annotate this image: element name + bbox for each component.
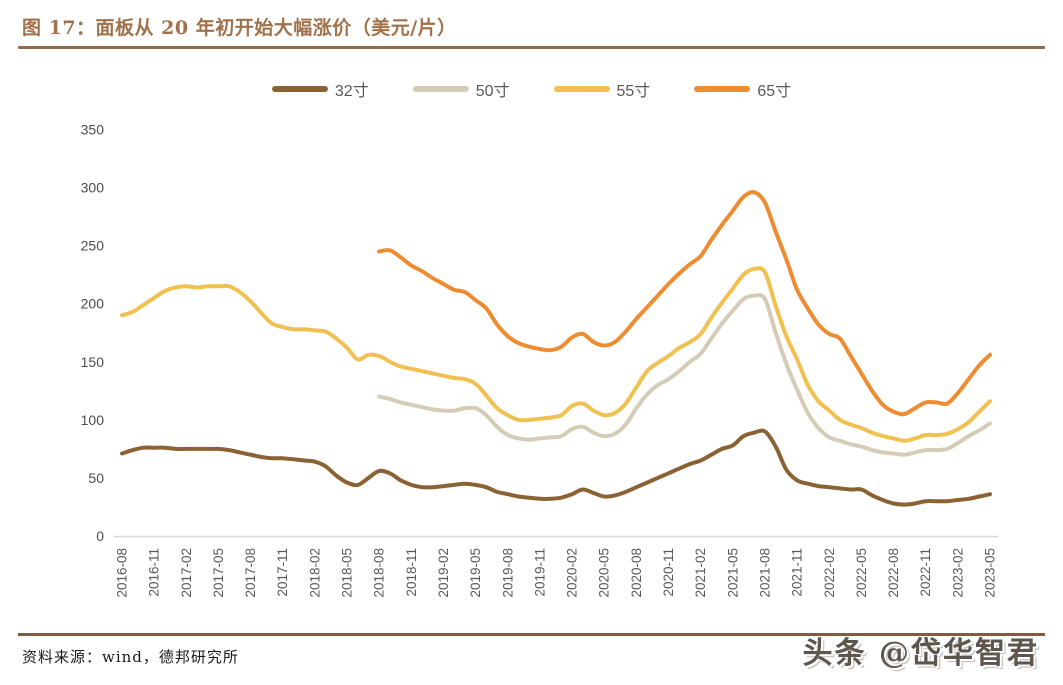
series-line-2 (120, 266, 992, 443)
x-axis-tick-label: 2020-02 (565, 548, 580, 598)
footer-divider (18, 633, 1045, 636)
title-divider (18, 46, 1045, 49)
legend-line-swatch (553, 86, 610, 92)
series-line-1 (377, 293, 992, 457)
legend-line-swatch (694, 86, 751, 92)
x-axis-tick-label: 2018-02 (307, 548, 322, 598)
y-axis-tick-label: 150 (81, 354, 105, 370)
series-line-3 (377, 189, 992, 417)
x-axis-tick-label: 2022-05 (854, 548, 869, 598)
x-axis-tick-label: 2023-02 (950, 548, 965, 598)
legend-line-swatch (412, 86, 469, 92)
x-axis-tick-label: 2017-05 (211, 548, 226, 598)
x-axis-tick-label: 2022-11 (918, 548, 933, 597)
x-axis-tick-label: 2017-11 (275, 548, 290, 597)
x-axis-tick-label: 2020-11 (661, 548, 676, 597)
x-axis-tick-label: 2021-11 (790, 548, 805, 597)
y-axis-tick-label: 300 (81, 180, 105, 196)
legend-item-3: 65寸 (694, 77, 791, 101)
legend-label: 50寸 (475, 83, 510, 100)
watermark: 头条 @岱华智君 (802, 636, 1039, 671)
legend-item-0: 32寸 (271, 77, 369, 101)
y-axis-tick-label: 100 (81, 412, 105, 428)
x-axis-tick-label: 2017-08 (243, 548, 258, 598)
x-axis-tick-label: 2022-02 (822, 548, 837, 598)
x-axis-tick-label: 2016-11 (147, 548, 162, 597)
legend-line-swatch (271, 86, 328, 92)
x-axis-tick-label: 2019-02 (436, 548, 451, 598)
series-line-0 (120, 428, 992, 507)
x-axis-tick-label: 2020-08 (629, 548, 644, 598)
x-axis-tick-label: 2022-08 (886, 548, 901, 598)
x-axis-tick-label: 2021-05 (725, 548, 740, 598)
y-axis-tick-label: 0 (96, 528, 104, 544)
x-axis-tick-label: 2021-08 (757, 548, 772, 598)
source-note: 资料来源：wind，德邦研究所 (22, 648, 239, 666)
x-axis-tick-label: 2021-02 (693, 548, 708, 598)
x-axis-tick-label: 2023-05 (983, 548, 998, 598)
x-axis-tick-label: 2018-08 (372, 548, 387, 598)
legend-label: 32寸 (334, 83, 369, 100)
y-axis-tick-label: 200 (81, 296, 105, 312)
legend-label: 55寸 (616, 83, 651, 100)
y-axis-tick-label: 50 (88, 470, 104, 486)
x-axis-tick-label: 2016-08 (115, 548, 130, 598)
chart-legend: 32寸 50寸 55寸 65寸 (0, 77, 1063, 101)
x-axis-tick-label: 2018-05 (340, 548, 355, 598)
x-axis-tick-label: 2019-05 (468, 548, 483, 598)
x-axis-tick-label: 2020-05 (597, 548, 612, 598)
y-axis-tick-label: 250 (81, 238, 105, 254)
y-axis-tick-label: 350 (81, 122, 105, 138)
x-axis-tick-label: 2017-02 (179, 548, 194, 598)
x-axis-tick-label: 2018-11 (404, 548, 419, 597)
figure-title: 图 17：面板从 20 年初开始大幅涨价（美元/片） (22, 17, 457, 39)
x-axis-tick-label: 2019-08 (500, 548, 515, 598)
legend-label: 65寸 (757, 83, 792, 100)
x-axis-tick-label: 2019-11 (532, 548, 547, 597)
legend-item-1: 50寸 (412, 77, 510, 101)
legend-item-2: 55寸 (553, 77, 651, 101)
